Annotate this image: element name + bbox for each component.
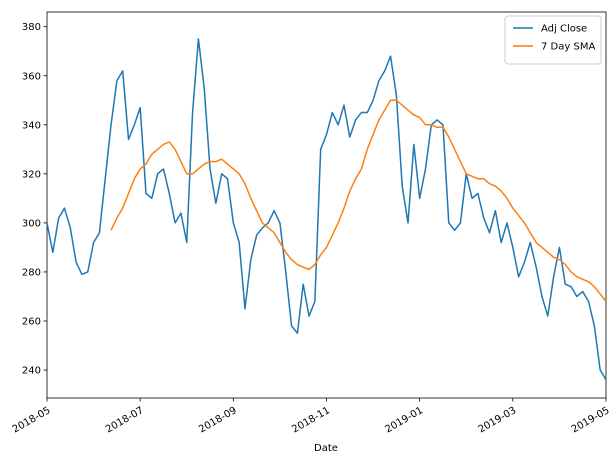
- legend-label: 7 Day SMA: [541, 42, 595, 53]
- y-tick-label: 320: [22, 169, 41, 180]
- x-tick-label: 2018-11: [290, 405, 332, 435]
- y-tick-label: 360: [22, 71, 41, 82]
- x-tick-label: 2019-03: [477, 405, 519, 435]
- plot-frame: [46, 11, 607, 399]
- series-line: [46, 38, 607, 381]
- x-tick-label: 2019-01: [383, 405, 425, 435]
- y-tick-label: 380: [22, 22, 41, 33]
- x-tick-label: 2018-05: [11, 405, 53, 435]
- x-tick-label: 2018-07: [104, 405, 146, 435]
- x-tick-label: 2018-09: [197, 405, 239, 435]
- y-tick-label: 240: [22, 366, 41, 377]
- x-axis-label: Date: [314, 443, 338, 454]
- y-tick-label: 280: [22, 267, 41, 278]
- legend-label: Adj Close: [541, 24, 587, 35]
- series-line: [110, 99, 607, 302]
- y-tick-label: 300: [22, 218, 41, 229]
- x-tick-label: 2019-05: [570, 405, 612, 435]
- y-tick-label: 340: [22, 120, 41, 131]
- y-tick-label: 260: [22, 316, 41, 327]
